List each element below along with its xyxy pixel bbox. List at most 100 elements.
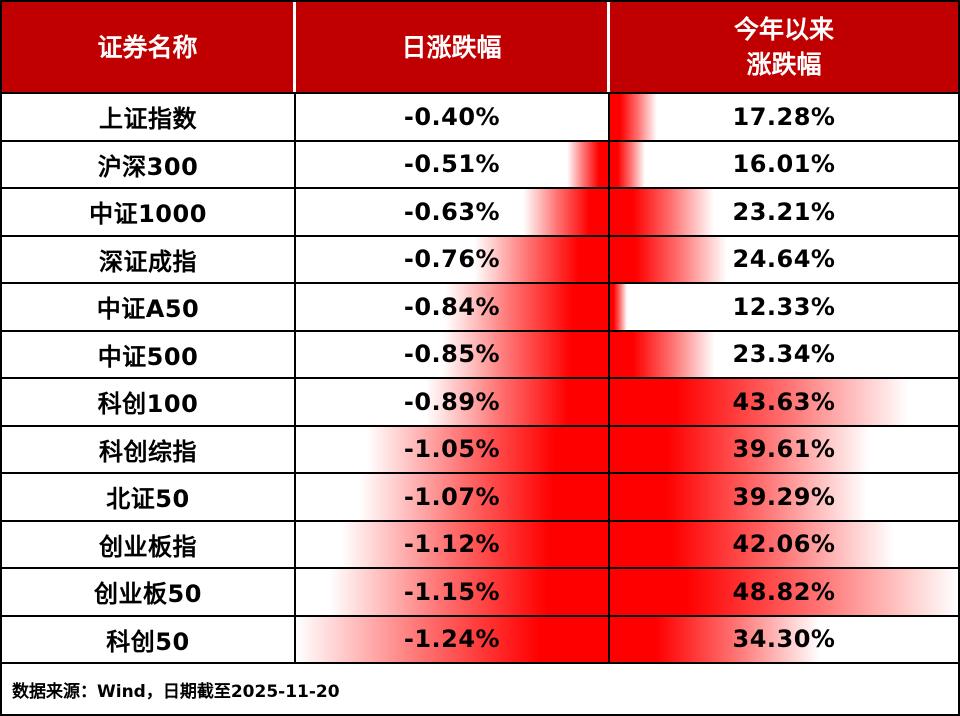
- table-row: 中证500 -0.85% 23.34%: [2, 331, 958, 379]
- daily-change-databar: [366, 426, 608, 472]
- daily-change-value: -0.85%: [403, 340, 501, 369]
- col-header-ytd-change: 今年以来 涨跌幅: [610, 2, 958, 92]
- index-name-label: 科创50: [106, 627, 190, 656]
- table-row: 北证50 -1.07% 39.29%: [2, 474, 958, 522]
- daily-change-databar: [567, 141, 608, 187]
- index-name-cell: 科创50: [2, 616, 296, 662]
- daily-change-cell: -1.12%: [296, 521, 610, 567]
- index-name-cell: 沪深300: [2, 141, 296, 187]
- index-name-cell: 中证1000: [2, 189, 296, 235]
- daily-change-cell: -0.85%: [296, 331, 610, 377]
- daily-change-cell: -0.40%: [296, 94, 610, 140]
- index-name-cell: 科创综指: [2, 426, 296, 472]
- ytd-change-cell: 23.34%: [610, 331, 958, 377]
- daily-change-value: -0.63%: [403, 197, 501, 226]
- ytd-change-value: 23.21%: [732, 197, 836, 226]
- table-row: 科创50 -1.24% 34.30%: [2, 616, 958, 664]
- ytd-change-databar: [610, 189, 714, 235]
- col-header-daily-change: 日涨跌幅: [296, 2, 610, 92]
- daily-change-databar: [474, 236, 608, 282]
- ytd-change-databar: [610, 426, 871, 472]
- daily-change-cell: -0.76%: [296, 236, 610, 282]
- daily-change-value: -1.24%: [403, 625, 501, 654]
- ytd-change-databar: [610, 94, 658, 140]
- table-header: 证券名称 日涨跌幅 今年以来 涨跌幅: [2, 2, 958, 94]
- index-name-label: 中证A50: [96, 295, 200, 324]
- daily-change-value: -0.84%: [403, 292, 501, 321]
- daily-change-databar: [329, 569, 608, 615]
- ytd-change-value: 34.30%: [732, 625, 836, 654]
- daily-change-cell: -0.84%: [296, 284, 610, 330]
- ytd-change-value: 39.29%: [732, 482, 836, 511]
- daily-change-databar: [444, 284, 608, 330]
- daily-change-value: -1.15%: [403, 577, 501, 606]
- ytd-change-cell: 42.06%: [610, 521, 958, 567]
- ytd-change-databar: [610, 569, 958, 615]
- ytd-change-cell: 16.01%: [610, 141, 958, 187]
- daily-change-databar: [296, 616, 608, 662]
- ytd-change-value: 42.06%: [732, 530, 836, 559]
- ytd-change-value: 43.63%: [732, 387, 836, 416]
- table-row: 创业板指 -1.12% 42.06%: [2, 521, 958, 569]
- table-row: 沪深300 -0.51% 16.01%: [2, 141, 958, 189]
- table-body: 上证指数 -0.40% 17.28% 沪深300 -0.51% 16.01% 中证1000 -…: [2, 94, 958, 664]
- index-name-label: 创业板指: [99, 532, 197, 561]
- ytd-change-databar: [610, 284, 628, 330]
- ytd-change-value: 39.61%: [732, 435, 836, 464]
- ytd-change-cell: 12.33%: [610, 284, 958, 330]
- ytd-change-cell: 39.29%: [610, 474, 958, 520]
- daily-change-value: -0.51%: [403, 150, 501, 179]
- daily-change-value: -1.05%: [403, 435, 501, 464]
- daily-change-cell: -0.63%: [296, 189, 610, 235]
- daily-change-value: -0.89%: [403, 387, 501, 416]
- ytd-change-value: 17.28%: [732, 102, 836, 131]
- index-name-label: 创业板50: [94, 580, 202, 609]
- table-row: 中证1000 -0.63% 23.21%: [2, 189, 958, 237]
- ytd-change-cell: 23.21%: [610, 189, 958, 235]
- daily-change-databar: [340, 521, 608, 567]
- ytd-change-cell: 39.61%: [610, 426, 958, 472]
- daily-change-databar: [426, 379, 608, 425]
- index-name-label: 沪深300: [97, 152, 199, 181]
- ytd-change-cell: 34.30%: [610, 616, 958, 662]
- daily-change-cell: -1.15%: [296, 569, 610, 615]
- ytd-change-value: 16.01%: [732, 150, 836, 179]
- daily-change-value: -1.07%: [403, 482, 501, 511]
- index-name-cell: 中证500: [2, 331, 296, 377]
- daily-change-databar: [440, 331, 608, 377]
- ytd-change-databar: [610, 236, 728, 282]
- table-row: 上证指数 -0.40% 17.28%: [2, 94, 958, 142]
- daily-change-cell: -1.24%: [296, 616, 610, 662]
- ytd-change-databar: [610, 521, 894, 567]
- index-name-label: 中证1000: [89, 200, 207, 229]
- daily-change-value: -0.76%: [403, 245, 501, 274]
- daily-change-cell: -1.05%: [296, 426, 610, 472]
- ytd-change-cell: 48.82%: [610, 569, 958, 615]
- table-row: 科创100 -0.89% 43.63%: [2, 379, 958, 427]
- ytd-change-value: 48.82%: [732, 577, 836, 606]
- ytd-change-databar: [610, 331, 715, 377]
- ytd-change-databar: [610, 379, 909, 425]
- index-name-label: 科创100: [97, 390, 199, 419]
- index-name-label: 北证50: [106, 485, 190, 514]
- ytd-change-cell: 43.63%: [610, 379, 958, 425]
- daily-change-databar: [359, 474, 608, 520]
- data-source-note: 数据来源：Wind，日期截至2025-11-20: [2, 664, 958, 714]
- ytd-change-databar: [610, 474, 868, 520]
- col-header-security-name: 证券名称: [2, 2, 296, 92]
- index-name-label: 深证成指: [99, 247, 197, 276]
- daily-change-cell: -1.07%: [296, 474, 610, 520]
- ytd-change-databar: [610, 616, 820, 662]
- ytd-change-cell: 24.64%: [610, 236, 958, 282]
- daily-change-value: -1.12%: [403, 530, 501, 559]
- index-name-cell: 北证50: [2, 474, 296, 520]
- table-row: 中证A50 -0.84% 12.33%: [2, 284, 958, 332]
- ytd-change-value: 23.34%: [732, 340, 836, 369]
- index-name-cell: 科创100: [2, 379, 296, 425]
- index-name-cell: 创业板50: [2, 569, 296, 615]
- index-name-cell: 深证成指: [2, 236, 296, 282]
- daily-change-cell: -0.51%: [296, 141, 610, 187]
- daily-change-cell: -0.89%: [296, 379, 610, 425]
- table-row: 深证成指 -0.76% 24.64%: [2, 236, 958, 284]
